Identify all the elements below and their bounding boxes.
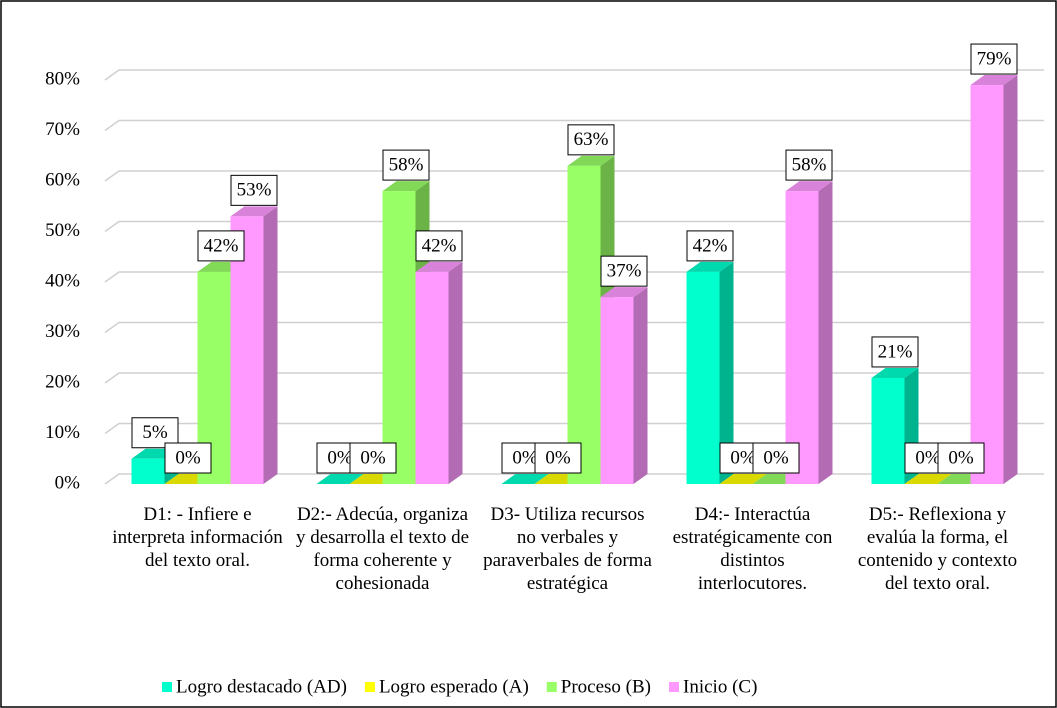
y-tick-label: 30% xyxy=(45,321,80,342)
x-tick-label: D1: - Infiere e interpreta información d… xyxy=(112,504,283,571)
legend-label: Proceso (B) xyxy=(561,676,651,697)
value-label-box xyxy=(164,442,212,474)
value-label: 42% xyxy=(693,235,728,256)
bar-top xyxy=(567,155,615,166)
value-label: 37% xyxy=(607,261,642,282)
value-label-box xyxy=(686,230,734,262)
value-label: 0% xyxy=(948,447,974,468)
bar-side xyxy=(1003,75,1018,485)
value-label-box xyxy=(937,442,985,474)
value-label: 79% xyxy=(977,48,1012,69)
bar-top xyxy=(785,181,833,192)
grid-line xyxy=(104,170,1044,182)
bar xyxy=(686,271,720,484)
value-label-box xyxy=(600,255,648,287)
value-label: 0% xyxy=(512,447,538,468)
value-label: 0% xyxy=(730,447,756,468)
grid-line xyxy=(104,372,1044,384)
value-label-box xyxy=(230,174,278,206)
value-label-box xyxy=(415,230,463,262)
value-label: 0% xyxy=(175,447,201,468)
value-label: 0% xyxy=(763,447,789,468)
value-label: 42% xyxy=(422,235,457,256)
value-label-box xyxy=(382,149,430,181)
bar-side xyxy=(633,287,648,484)
legend-marker xyxy=(364,682,375,692)
bar-top xyxy=(415,261,463,272)
grid-line xyxy=(104,271,1044,283)
value-label: 63% xyxy=(574,129,609,150)
bar-top xyxy=(970,75,1018,86)
x-tick-label: D2:- Adecúa, organiza y desarrolla el te… xyxy=(295,504,470,594)
value-label: 58% xyxy=(389,154,424,175)
bar-top xyxy=(501,474,549,484)
bar xyxy=(970,85,1004,485)
value-label: 0% xyxy=(327,447,353,468)
value-label-box xyxy=(567,124,615,156)
bar-top xyxy=(382,181,430,192)
bar-side xyxy=(818,181,833,484)
y-tick-label: 40% xyxy=(45,270,80,291)
bar xyxy=(600,297,634,484)
value-label-box xyxy=(349,442,397,474)
grid-line xyxy=(104,119,1044,132)
bar xyxy=(871,377,905,484)
value-label: 0% xyxy=(915,447,941,468)
legend-label: Logro esperado (A) xyxy=(379,676,529,697)
legend-marker xyxy=(669,682,680,692)
legend-label: Inicio (C) xyxy=(683,676,757,697)
y-tick-label: 20% xyxy=(45,371,80,392)
x-tick-label: D4:- Interactúa estratégicamente con dis… xyxy=(672,504,833,594)
value-label-box xyxy=(785,149,833,181)
bar xyxy=(382,191,416,484)
bar-top xyxy=(904,474,952,484)
legend-marker xyxy=(546,682,557,692)
bar-top xyxy=(719,474,767,484)
y-tick-label: 80% xyxy=(45,68,80,89)
bar-top xyxy=(230,206,278,217)
bar-top xyxy=(600,287,648,298)
value-label: 58% xyxy=(792,154,827,175)
bar xyxy=(415,271,449,484)
grid-line xyxy=(104,422,1044,435)
bar-top xyxy=(686,261,734,272)
value-label-box xyxy=(534,442,582,474)
bar-side xyxy=(263,206,278,484)
value-label: 0% xyxy=(360,447,386,468)
value-label-box xyxy=(752,442,800,474)
grid-line xyxy=(104,321,1044,334)
value-label-box xyxy=(970,43,1018,75)
bar xyxy=(567,165,601,484)
legend-marker xyxy=(162,682,172,692)
value-label: 5% xyxy=(142,422,168,443)
bar-side xyxy=(448,261,463,484)
bar xyxy=(131,458,165,484)
bar-top xyxy=(871,367,919,378)
grid-line xyxy=(104,220,1044,233)
value-label: 53% xyxy=(237,180,272,201)
y-tick-label: 10% xyxy=(45,422,80,443)
bar xyxy=(785,191,819,484)
value-label-box xyxy=(871,336,919,368)
value-label-box xyxy=(197,230,245,262)
value-label: 21% xyxy=(878,341,913,362)
grid-line xyxy=(104,69,1044,81)
value-label: 0% xyxy=(545,447,571,468)
y-tick-label: 0% xyxy=(55,472,81,493)
x-tick-label: D3- Utiliza recursos no verbales y parav… xyxy=(483,504,652,594)
x-tick-label: D5:- Reflexiona y evalúa la forma, el co… xyxy=(857,504,1018,594)
bar-top xyxy=(316,474,364,484)
y-tick-label: 70% xyxy=(45,119,80,140)
value-label: 42% xyxy=(204,235,239,256)
bar-side xyxy=(719,261,734,484)
y-tick-label: 50% xyxy=(45,220,80,241)
y-tick-label: 60% xyxy=(45,169,80,190)
legend-label: Logro destacado (AD) xyxy=(176,676,347,697)
